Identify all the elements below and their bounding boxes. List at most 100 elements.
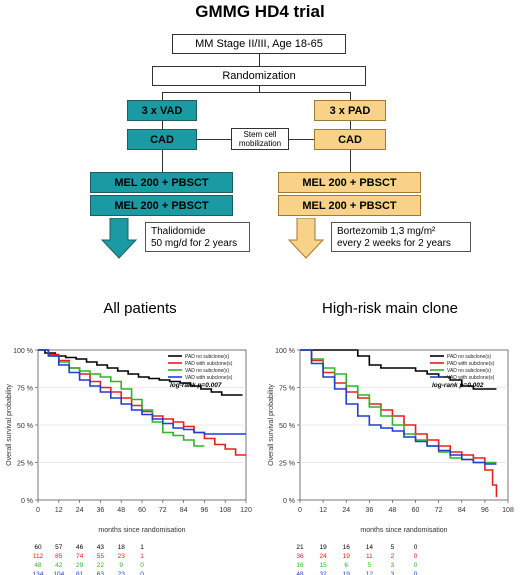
yellow-down-arrow-icon [287,218,325,259]
legend-label: VAD with subclone(s) [185,375,233,381]
y-tick-label: 50 % [279,423,295,430]
x-tick-label: 24 [76,507,84,514]
cad-box-right: CAD [314,129,386,150]
chart-title-all-patients: All patients [103,300,177,317]
randomization-box: Randomization [152,66,366,86]
y-tick-label: 100 % [275,348,295,355]
connector [350,92,351,100]
x-tick-label: 0 [298,507,302,514]
connector [197,139,231,140]
x-tick-label: 72 [159,507,167,514]
series-line-0 [38,349,243,396]
risk-table-cell: 5 [391,544,395,551]
series-line-3 [38,349,246,435]
y-tick-label: 75 % [279,386,295,393]
page-title: GMMG HD4 trial [195,2,325,21]
risk-table-cell: 0 [414,562,418,569]
x-tick-label: 108 [219,507,231,514]
x-tick-label: 120 [240,507,252,514]
risk-table-cell: 36 [296,553,304,560]
x-tick-label: 72 [435,507,443,514]
mel-pbsct-box-right-1: MEL 200 + PBSCT [278,172,421,193]
risk-table-cell: 3 [391,571,395,575]
x-tick-label: 60 [138,507,146,514]
y-tick-label: 25 % [279,461,295,468]
risk-table-cell: 0 [414,571,418,575]
legend-label: PAD no subclone(s) [185,354,229,360]
log-rank-annotation: log-rank p=0.007 [170,382,222,389]
bortezomib-note: Bortezomib 1,3 mg/m² every 2 weeks for 2… [331,222,471,252]
mobilization-line-2: mobilization [238,139,282,148]
risk-table-cell: 42 [55,562,63,569]
risk-table-cell: 0 [414,544,418,551]
risk-table-cell: 16 [343,544,351,551]
series-line-3 [300,349,497,465]
x-tick-label: 84 [180,507,188,514]
risk-table-cell: 134 [33,571,44,575]
y-tick-label: 75 % [17,386,33,393]
risk-table-cell: 0 [414,553,418,560]
risk-table-cell: 48 [296,571,304,575]
legend-label: PAD with subclone(s) [447,361,495,367]
risk-table-cell: 12 [366,571,374,575]
x-tick-label: 108 [502,507,514,514]
mel-pbsct-box-left-1: MEL 200 + PBSCT [90,172,233,193]
connector [259,54,260,66]
x-axis-label: months since randomisation [360,527,447,534]
risk-table-cell: 1 [140,553,144,560]
risk-table-cell: 1 [140,544,144,551]
mobilization-box: Stem cell mobilization [231,128,289,150]
risk-table-cell: 5 [368,562,372,569]
mel-pbsct-box-left-2: MEL 200 + PBSCT [90,195,233,216]
risk-table-cell: 24 [319,553,327,560]
risk-table-cell: 55 [97,553,105,560]
cad-box-left: CAD [127,129,197,150]
connector [259,86,260,92]
legend-label: VAD with subclone(s) [447,375,495,381]
x-tick-label: 12 [319,507,327,514]
risk-table-cell: 19 [343,553,351,560]
risk-table-cell: 23 [118,571,126,575]
connector [350,121,351,129]
x-tick-label: 48 [389,507,397,514]
km-chart-high-risk: 0 % 25 % 50 % 75 % 100 % Overall survival pro… [268,348,514,575]
thalidomide-note: Thalidomide 50 mg/d for 2 years [145,222,250,252]
x-tick-label: 60 [412,507,420,514]
y-tick-label: 50 % [17,423,33,430]
risk-table-cell: 48 [34,562,42,569]
teal-down-arrow-icon [100,218,138,259]
x-tick-label: 36 [97,507,105,514]
risk-table-cell: 104 [53,571,64,575]
legend-label: VAD no subclone(s) [447,368,491,374]
x-tick-label: 96 [481,507,489,514]
pad-induction-box: 3 x PAD [314,100,386,121]
risk-table-cell: 16 [296,562,304,569]
risk-table-cell: 81 [76,571,84,575]
risk-table-cell: 112 [33,553,44,560]
risk-table-cell: 6 [344,562,348,569]
y-tick-label: 0 % [21,498,33,505]
x-tick-label: 0 [36,507,40,514]
risk-table-cell: 22 [97,562,105,569]
legend-label: PAD no subclone(s) [447,354,491,360]
risk-table-cell: 46 [76,544,84,551]
legend-label: PAD with subclone(s) [185,361,233,367]
y-tick-label: 25 % [17,461,33,468]
connector [350,150,351,172]
x-tick-label: 96 [201,507,209,514]
y-axis-label: Overall survival probability [268,384,275,466]
y-tick-label: 0 % [283,498,295,505]
connector [289,139,314,140]
risk-table-cell: 2 [391,553,395,560]
series-line-2 [300,349,497,464]
x-tick-label: 48 [117,507,125,514]
risk-table-cell: 19 [343,571,351,575]
risk-table-cell: 18 [118,544,126,551]
log-rank-annotation: log-rank p=0.002 [432,382,484,389]
y-axis-label: Overall survival probability [6,384,13,466]
thalidomide-line-2: 50 mg/d for 2 years [151,238,238,249]
risk-table-cell: 32 [319,571,327,575]
stage-box: MM Stage II/III, Age 18-65 [172,34,346,54]
risk-table-cell: 21 [296,544,304,551]
risk-table-cell: 14 [366,544,374,551]
